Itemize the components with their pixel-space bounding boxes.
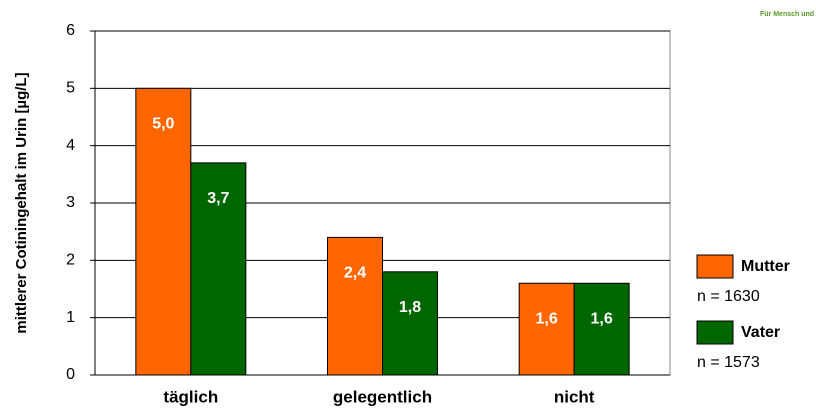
legend-note: n = 1630 [697, 288, 760, 305]
y-tick-label: 5 [66, 80, 75, 97]
logo-text: Für Mensch und [760, 11, 814, 18]
y-tick-label: 2 [66, 252, 75, 269]
x-tick-label: täglich [163, 387, 218, 406]
value-label: 1,6 [591, 310, 613, 327]
value-label: 5,0 [152, 116, 174, 133]
bar [518, 282, 575, 376]
legend-swatch [696, 320, 734, 345]
x-tick-label: nicht [554, 387, 595, 406]
bar [190, 162, 247, 376]
value-label: 1,8 [399, 299, 421, 316]
x-tick-label: gelegentlich [333, 387, 432, 406]
y-tick-label: 0 [66, 366, 75, 383]
legend-swatch [696, 254, 734, 279]
legend-label: Vater [741, 324, 780, 341]
y-tick-label: 6 [66, 22, 75, 39]
legend-note: n = 1573 [697, 354, 760, 371]
value-label: 3,7 [207, 190, 229, 207]
bar [135, 87, 192, 376]
y-axis-label: mittlerer Cotiningehalt im Urin [µg/L] [13, 72, 30, 333]
bar [382, 271, 438, 376]
value-label: 1,6 [536, 310, 558, 327]
value-label: 2,4 [344, 265, 366, 282]
y-tick-label: 3 [66, 194, 75, 211]
legend-label: Mutter [741, 258, 790, 275]
y-tick-label: 1 [66, 309, 75, 326]
bar [573, 282, 630, 376]
bar [327, 236, 383, 376]
y-tick-label: 4 [66, 137, 75, 154]
